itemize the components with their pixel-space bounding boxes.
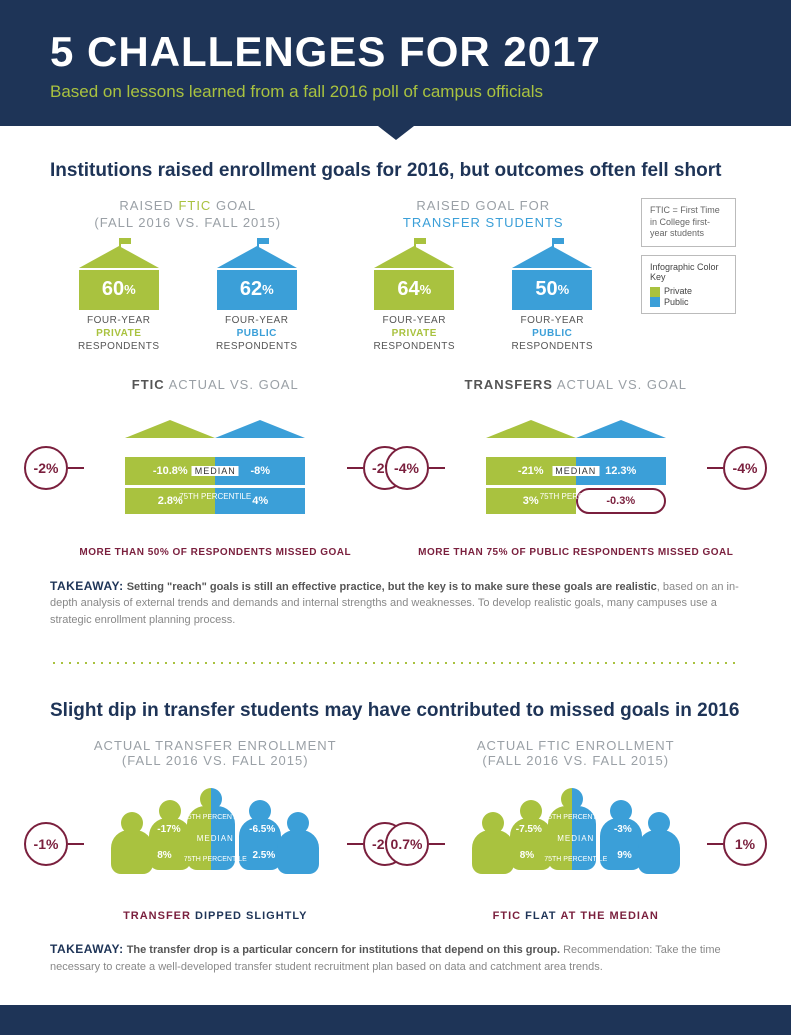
xfer-right-circle: -4% [723,446,767,490]
sec2-takeaway: TAKEAWAY: The transfer drop is a particu… [50,940,741,975]
ftic-enr-caption: FTIC FLAT AT THE MEDIAN [411,910,742,922]
goal-row: RAISED FTIC GOAL (FALL 2016 VS. FALL 201… [50,198,741,367]
xfer-public-bldg: 50% FOUR-YEARPUBLICRESPONDENTS [497,246,607,353]
header: 5 CHALLENGES FOR 2017 Based on lessons l… [0,0,791,126]
color-key: Infographic Color Key Private Public [641,255,736,314]
xfer-comparison: TRANSFERS ACTUAL VS. GOAL -4% -21% 3% 12… [411,377,742,559]
xfer-people-chart: -17% -6.5% 8% 2.5% 25TH PERCENTILE MEDIA… [105,790,325,890]
ftic-public-bldg: 62% FOUR-YEARPUBLICRESPONDENTS [202,246,312,353]
comparison-row: FTIC ACTUAL VS. GOAL -2% -10.8% 2.8% -8%… [50,377,741,559]
ftic-buildings: 60% FOUR-YEARPRIVATERESPONDENTS 62% FOUR… [50,246,326,353]
page-title: 5 CHALLENGES FOR 2017 [50,28,741,76]
ftic-goal-col: RAISED FTIC GOAL (FALL 2016 VS. FALL 201… [50,198,326,367]
ftic-comparison: FTIC ACTUAL VS. GOAL -2% -10.8% 2.8% -8%… [50,377,381,559]
ftic-caption: MORE THAN 50% OF RESPONDENTS MISSED GOAL [50,546,381,559]
section-1-title: Institutions raised enrollment goals for… [50,160,741,182]
swatch-private-icon [650,287,660,297]
section-2: Slight dip in transfer students may have… [0,680,791,993]
xfer-enr-left-circle: -1% [24,822,68,866]
swatch-public-icon [650,297,660,307]
xfer-bld-chart: -21% 3% 12.3% -0.3% 25TH PERCENTILE MEDI… [481,414,671,524]
ftic-enrollment: ACTUAL FTIC ENROLLMENT(FALL 2016 VS. FAL… [411,738,742,922]
xfer-goal-col: RAISED GOAL FOR TRANSFER STUDENTS 64% FO… [346,198,622,367]
ftic-goal-title: RAISED FTIC GOAL (FALL 2016 VS. FALL 201… [50,198,326,232]
divider-dots-icon [50,662,741,664]
ftic-bld-chart: -10.8% 2.8% -8% 4% 25TH PERCENTILE MEDIA… [120,414,310,524]
ftic-people-chart: -7.5% -3% 8% 9% 25TH PERCENTILE MEDIAN 7… [466,790,686,890]
section-1: Institutions raised enrollment goals for… [0,140,791,646]
ftic-private-bldg: 60% FOUR-YEARPRIVATERESPONDENTS [64,246,174,353]
ftic-enr-left-circle: 0.7% [385,822,429,866]
page-subtitle: Based on lessons learned from a fall 201… [50,82,741,102]
xfer-left-circle: -4% [385,446,429,490]
xfer-buildings: 64% FOUR-YEARPRIVATERESPONDENTS 50% FOUR… [346,246,622,353]
xfer-private-bldg: 64% FOUR-YEARPRIVATERESPONDENTS [359,246,469,353]
footer-bar [0,1005,791,1035]
sec1-takeaway: TAKEAWAY: Setting "reach" goals is still… [50,577,741,629]
xfer-caption: MORE THAN 75% OF PUBLIC RESPONDENTS MISS… [411,546,742,559]
xfer-enr-caption: TRANSFER DIPPED SLIGHTLY [50,910,381,922]
header-tri-icon [378,126,414,140]
xfer-goal-title: RAISED GOAL FOR TRANSFER STUDENTS [346,198,622,232]
section-2-title: Slight dip in transfer students may have… [50,700,741,722]
ftic-enr-right-circle: 1% [723,822,767,866]
people-row: ACTUAL TRANSFER ENROLLMENT(FALL 2016 VS.… [50,738,741,922]
ftic-left-circle: -2% [24,446,68,490]
legend-col: FTIC = First Time in College first-year … [641,198,741,367]
xfer-enrollment: ACTUAL TRANSFER ENROLLMENT(FALL 2016 VS.… [50,738,381,922]
ftic-definition: FTIC = First Time in College first-year … [641,198,736,247]
